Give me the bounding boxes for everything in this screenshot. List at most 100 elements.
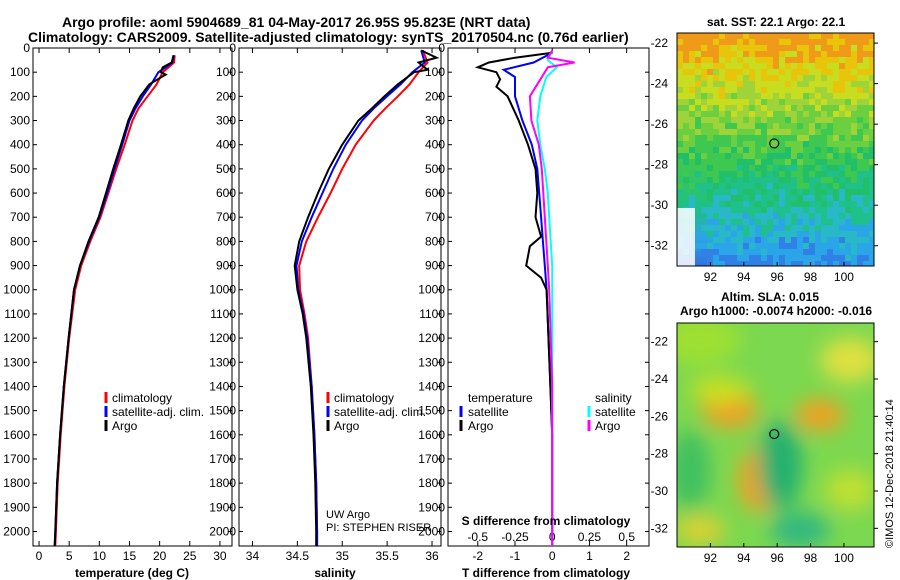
sst-cell — [719, 81, 725, 87]
sst-cell — [695, 81, 701, 87]
sst-cell — [833, 105, 839, 111]
sst-cell — [779, 117, 785, 123]
sst-cell — [755, 207, 761, 213]
sst-cell — [869, 75, 874, 81]
sst-cell — [713, 141, 719, 147]
sst-cell — [749, 249, 755, 255]
sst-cell — [803, 81, 809, 87]
depth-tick-label: 700 — [216, 210, 236, 224]
sst-cell — [695, 69, 701, 75]
sst-cell — [725, 93, 731, 99]
sst-cell — [755, 117, 761, 123]
sst-cell — [827, 105, 833, 111]
depth-tick-label: 1300 — [418, 355, 445, 369]
sst-cell — [743, 75, 749, 81]
sst-cell — [869, 231, 874, 237]
sst-cell — [821, 213, 827, 219]
sst-cell — [857, 99, 863, 105]
sst-cell — [839, 165, 845, 171]
sst-cell — [677, 75, 683, 81]
sst-cell — [779, 69, 785, 75]
sst-cell — [749, 33, 755, 39]
sst-cell — [839, 255, 845, 261]
sst-cell — [743, 99, 749, 105]
sst-cell — [743, 141, 749, 147]
sst-cell — [737, 75, 743, 81]
sst-cell — [869, 135, 874, 141]
depth-tick-label: 1900 — [209, 500, 236, 514]
sst-cell — [839, 231, 845, 237]
sst-cell — [713, 57, 719, 63]
sst-cell — [737, 153, 743, 159]
sst-cell — [803, 129, 809, 135]
float-position-marker — [769, 428, 780, 440]
sst-cell — [743, 63, 749, 69]
sst-cell — [845, 129, 851, 135]
sst-cell — [821, 87, 827, 93]
sst-cell — [797, 201, 803, 207]
sst-cell — [827, 201, 833, 207]
sst-cell — [749, 93, 755, 99]
sst-cell — [785, 39, 791, 45]
sst-cell — [731, 99, 737, 105]
sst-cell — [791, 195, 797, 201]
sst-cell — [797, 249, 803, 255]
sst-cell — [797, 117, 803, 123]
sst-cell — [803, 63, 809, 69]
sst-cell — [773, 231, 779, 237]
sst-cell — [833, 213, 839, 219]
sst-cell — [785, 129, 791, 135]
sst-cell — [833, 81, 839, 87]
sst-cell — [785, 243, 791, 249]
sst-cell — [761, 183, 767, 189]
sst-cell — [701, 93, 707, 99]
sst-cell — [851, 129, 857, 135]
map-y-tick-label: -26 — [651, 117, 669, 131]
sst-cell — [731, 231, 737, 237]
sst-cell — [713, 51, 719, 57]
sst-cell — [707, 237, 713, 243]
sst-cell — [833, 33, 839, 39]
sst-cell — [785, 51, 791, 57]
sst-cell — [791, 249, 797, 255]
x-tick-label: 10 — [93, 549, 107, 563]
sst-cell — [827, 33, 833, 39]
sst-cell — [863, 117, 869, 123]
sst-cell — [839, 93, 845, 99]
sst-cell — [683, 33, 689, 39]
sst-cell — [779, 81, 785, 87]
sst-cell — [827, 183, 833, 189]
sst-cell — [755, 129, 761, 135]
sst-cell — [719, 135, 725, 141]
sst-cell — [767, 45, 773, 51]
sst-cell — [851, 147, 857, 153]
sst-cell — [695, 51, 701, 57]
sst-cell — [737, 123, 743, 129]
sst-cell — [797, 81, 803, 87]
sst-cell — [701, 129, 707, 135]
sst-cell — [809, 213, 815, 219]
sst-cell — [677, 153, 683, 159]
sst-cell — [833, 249, 839, 255]
sst-cell — [809, 207, 815, 213]
sst-cell — [779, 87, 785, 93]
sst-cell — [845, 249, 851, 255]
legend-satellite-adj: satellite-adj. clim. — [112, 405, 204, 419]
sst-cell — [857, 33, 863, 39]
sst-cell — [737, 219, 743, 225]
sst-cell — [827, 165, 833, 171]
sst-cell — [683, 81, 689, 87]
depth-tick-label: 300 — [216, 114, 236, 128]
sst-cell — [869, 159, 874, 165]
sst-cell — [713, 105, 719, 111]
sst-cell — [857, 117, 863, 123]
sst-cell — [863, 87, 869, 93]
sst-cell — [743, 159, 749, 165]
sst-cell — [845, 141, 851, 147]
sst-cell — [797, 147, 803, 153]
sst-cell — [851, 123, 857, 129]
sst-cell — [731, 255, 737, 261]
depth-tick-label: 300 — [10, 114, 30, 128]
sst-cell — [869, 213, 874, 219]
sst-cell — [815, 249, 821, 255]
